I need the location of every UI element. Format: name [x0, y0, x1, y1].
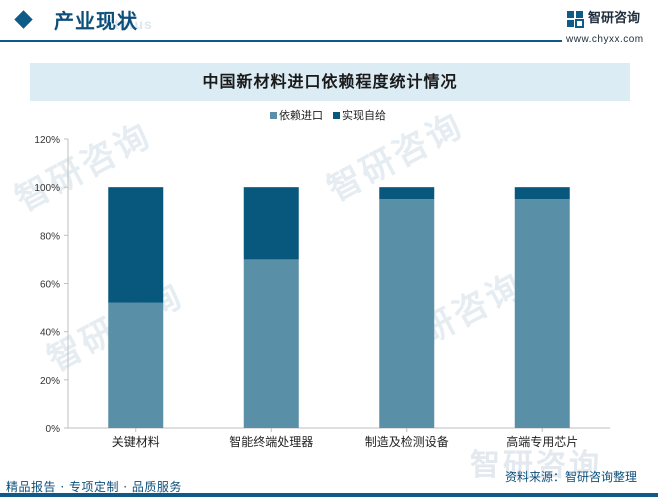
x-tick-label: 高端专用芯片 — [506, 434, 578, 449]
bar-segment — [379, 199, 435, 428]
bar-segment — [243, 259, 299, 428]
y-tick-label: 40% — [40, 328, 60, 339]
y-tick-label: 60% — [40, 280, 60, 291]
y-tick-label: 80% — [40, 231, 60, 242]
brand-url: www.chyxx.com — [566, 34, 644, 45]
y-tick-label: 0% — [46, 424, 61, 435]
bar-segment — [243, 187, 299, 260]
bar-segment — [108, 302, 164, 428]
section-title: 产业现状 — [54, 9, 138, 33]
bar-segment — [108, 187, 164, 303]
legend-swatch — [270, 112, 277, 119]
legend-label: 依赖进口 — [279, 109, 323, 122]
bar-segment — [514, 187, 570, 200]
chart-title-panel: 中国新材料进口依赖程度统计情况 — [30, 63, 630, 101]
y-tick-label: 20% — [40, 376, 60, 387]
chart-title: 中国新材料进口依赖程度统计情况 — [202, 72, 458, 91]
footer-slogan: 精品报告 · 专项定制 · 品质服务 — [6, 480, 182, 494]
brand-name: 智研咨询 — [588, 11, 641, 26]
legend-swatch — [333, 112, 340, 119]
bar-segment — [379, 187, 435, 200]
y-tick-label: 100% — [34, 183, 60, 194]
x-tick-label: 关键材料 — [112, 435, 160, 449]
legend-label: 实现自给 — [342, 108, 386, 122]
source-note: 资料来源：智研咨询整理 — [505, 470, 638, 484]
header-divider — [0, 40, 562, 42]
bar-segment — [514, 199, 570, 428]
header-ghost-text: Status — [104, 16, 153, 32]
footer-divider — [0, 493, 658, 497]
section-header: Status 产业现状 — [0, 0, 658, 48]
y-tick-label: 120% — [34, 135, 60, 146]
x-tick-label: 智能终端处理器 — [229, 434, 313, 449]
x-tick-label: 制造及检测设备 — [365, 434, 449, 449]
brand-block: 智研咨询 www.chyxx.com — [566, 10, 658, 48]
brand-logo-icon — [567, 11, 584, 28]
